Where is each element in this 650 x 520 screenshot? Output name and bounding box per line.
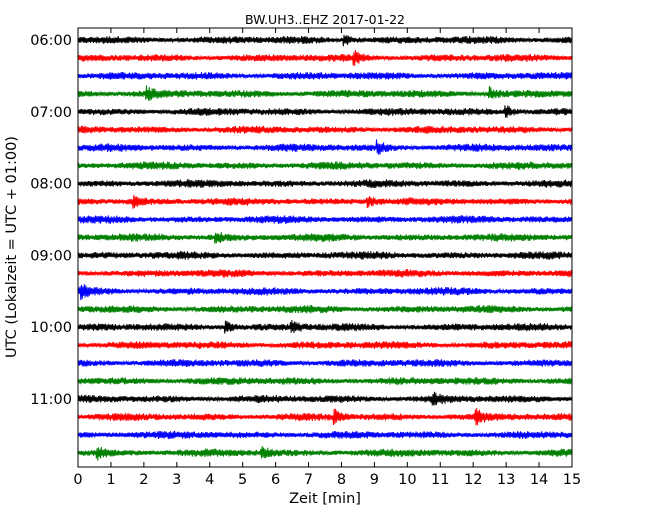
x-tick-label: 9 — [370, 472, 379, 488]
trace-0745 — [78, 161, 572, 170]
trace-0615 — [78, 49, 572, 66]
trace-layer — [78, 34, 572, 461]
x-tick-label: 10 — [398, 472, 416, 488]
trace-1130 — [78, 430, 572, 440]
x-tick-label: 1 — [106, 472, 115, 488]
x-axis: 0 1 2 3 4 5 6 7 8 9 10 11 12 13 14 15 — [73, 28, 581, 488]
trace-1000 — [78, 320, 572, 334]
x-axis-label: Zeit [min] — [289, 491, 361, 507]
trace-0915 — [78, 269, 572, 278]
x-tick-label: 6 — [271, 472, 280, 488]
trace-1030 — [78, 359, 572, 368]
y-tick-label: 07:00 — [30, 105, 72, 121]
trace-0715 — [78, 125, 572, 134]
trace-0930 — [78, 284, 572, 301]
y-tick-label: 09:00 — [30, 248, 72, 264]
trace-0815 — [78, 194, 572, 209]
x-tick-label: 4 — [205, 472, 214, 488]
y-tick-label: 06:00 — [30, 33, 72, 49]
x-tick-label: 14 — [530, 472, 548, 488]
x-tick-label: 2 — [139, 472, 148, 488]
trace-0645 — [78, 85, 572, 101]
trace-0600 — [78, 34, 572, 47]
trace-0630 — [78, 71, 572, 80]
y-axis: 06:00 07:00 08:00 09:00 10:00 11:00 — [30, 33, 572, 408]
trace-1100 — [78, 391, 572, 406]
trace-1145 — [78, 446, 572, 461]
trace-0900 — [78, 251, 572, 260]
x-tick-label: 8 — [337, 472, 346, 488]
trace-0830 — [78, 215, 572, 224]
y-tick-label: 11:00 — [30, 392, 72, 408]
trace-1115 — [78, 407, 572, 426]
trace-0700 — [78, 105, 572, 118]
trace-0845 — [78, 232, 572, 244]
x-tick-label: 5 — [238, 472, 247, 488]
trace-0800 — [78, 179, 572, 188]
x-tick-label: 11 — [431, 472, 449, 488]
x-tick-label: 13 — [497, 472, 515, 488]
chart-title: BW.UH3..EHZ 2017-01-22 — [245, 12, 405, 27]
trace-1015 — [78, 341, 572, 350]
x-tick-label: 7 — [304, 472, 313, 488]
y-tick-label: 10:00 — [30, 320, 72, 336]
x-tick-label: 15 — [563, 472, 581, 488]
trace-0945 — [78, 305, 572, 314]
y-tick-label: 08:00 — [30, 177, 72, 193]
trace-1045 — [78, 377, 572, 386]
x-tick-label: 12 — [464, 472, 482, 488]
y-axis-label: UTC (Lokalzeit = UTC + 01:00) — [4, 136, 20, 358]
plot-frame — [77, 27, 573, 468]
x-tick-label: 3 — [172, 472, 181, 488]
trace-0730 — [78, 139, 572, 155]
x-tick-label: 0 — [73, 472, 82, 488]
